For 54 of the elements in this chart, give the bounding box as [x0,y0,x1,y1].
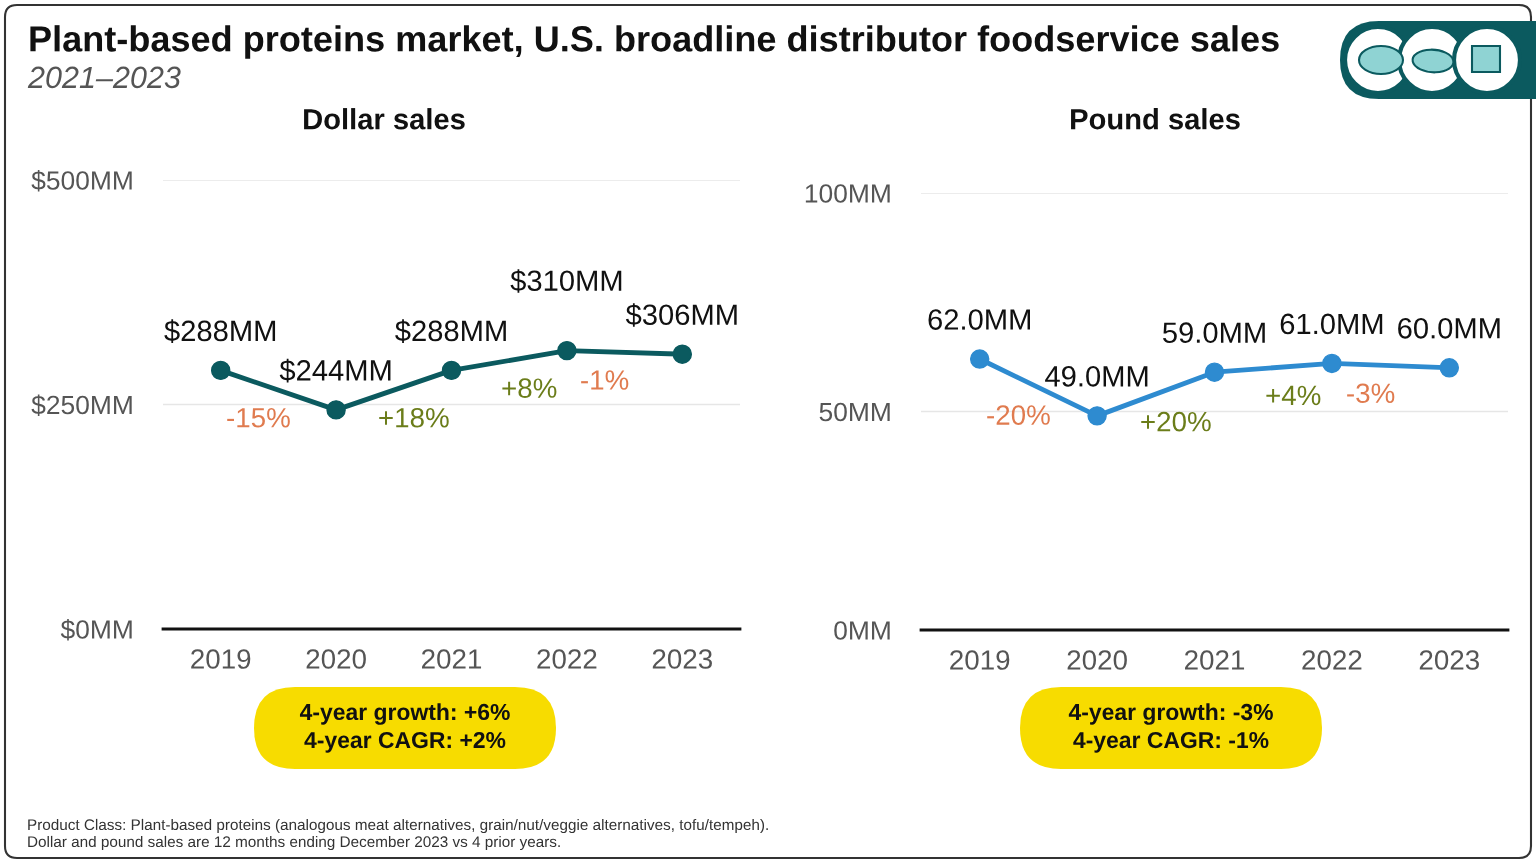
annotation: +8% [502,378,557,398]
y-tick-label: $500MM [31,170,132,192]
point [326,400,346,420]
x-tick-label: 2021 [1185,650,1245,670]
data-label: 59.0MM [1162,322,1265,343]
point [1322,353,1342,374]
data-label: 49.0MM [1045,366,1148,387]
text: Dollar and pound sales are 12 months ending December 2023 vs 4 prior years. [28,835,560,851]
x-tick-label: 2023 [652,649,712,669]
x-tick-label: 2020 [306,649,366,669]
text: Product Class: Plant-based proteins (analogous meat alternatives, grain/nut/veggie alternatives, tofu/tempeh). [28,818,768,834]
data-label: 62.0MM [928,309,1030,330]
y-tick-label: 50MM [819,402,890,422]
x-tick-label: 2020 [1067,650,1127,670]
point [672,344,693,364]
annotation: -20% [987,405,1050,425]
text: 4-year CAGR: +2% [304,731,506,753]
data-label: $288MM [164,319,276,343]
text: Plant-based proteins market, U.S. broadline distributor foodservice sales [30,25,1279,59]
x-tick-label: 2022 [1302,650,1362,670]
y-tick-label: $250MM [31,394,132,416]
chart-title: Pound sales [1071,108,1240,130]
annotation: -1% [581,370,629,390]
text: 4-year growth: -3% [1068,703,1273,725]
data-label: 61.0MM [1280,313,1383,335]
annotation: +18% [379,407,449,428]
text: 2021–2023 [27,66,181,89]
point [441,360,462,381]
point [969,349,990,369]
data-label: $288MM [395,319,506,343]
annotation: +20% [1141,411,1211,432]
text: 4-year growth: +6% [299,703,510,725]
text: 4-year CAGR: -1% [1073,731,1269,753]
data-label: $310MM [510,269,622,293]
point [557,340,577,361]
chart-title: Dollar sales [304,108,465,130]
point [1439,358,1460,378]
y-tick-label: $0MM [60,619,132,641]
data-label: $244MM [279,358,391,383]
point [210,360,231,381]
annotation: +4% [1266,385,1321,406]
annotation: -15% [227,408,290,428]
point [1087,406,1107,426]
data-label: $306MM [625,303,737,327]
x-tick-label: 2023 [1419,650,1479,670]
x-tick-label: 2019 [950,650,1010,670]
x-tick-label: 2019 [191,649,251,669]
data-label: 60.0MM [1398,317,1500,339]
y-tick-label: 0MM [834,621,890,640]
annotation: -3% [1347,383,1395,404]
y-tick-label: 100MM [805,184,890,203]
x-tick-label: 2021 [422,649,482,669]
x-tick-label: 2022 [537,649,597,669]
point [1204,362,1225,382]
